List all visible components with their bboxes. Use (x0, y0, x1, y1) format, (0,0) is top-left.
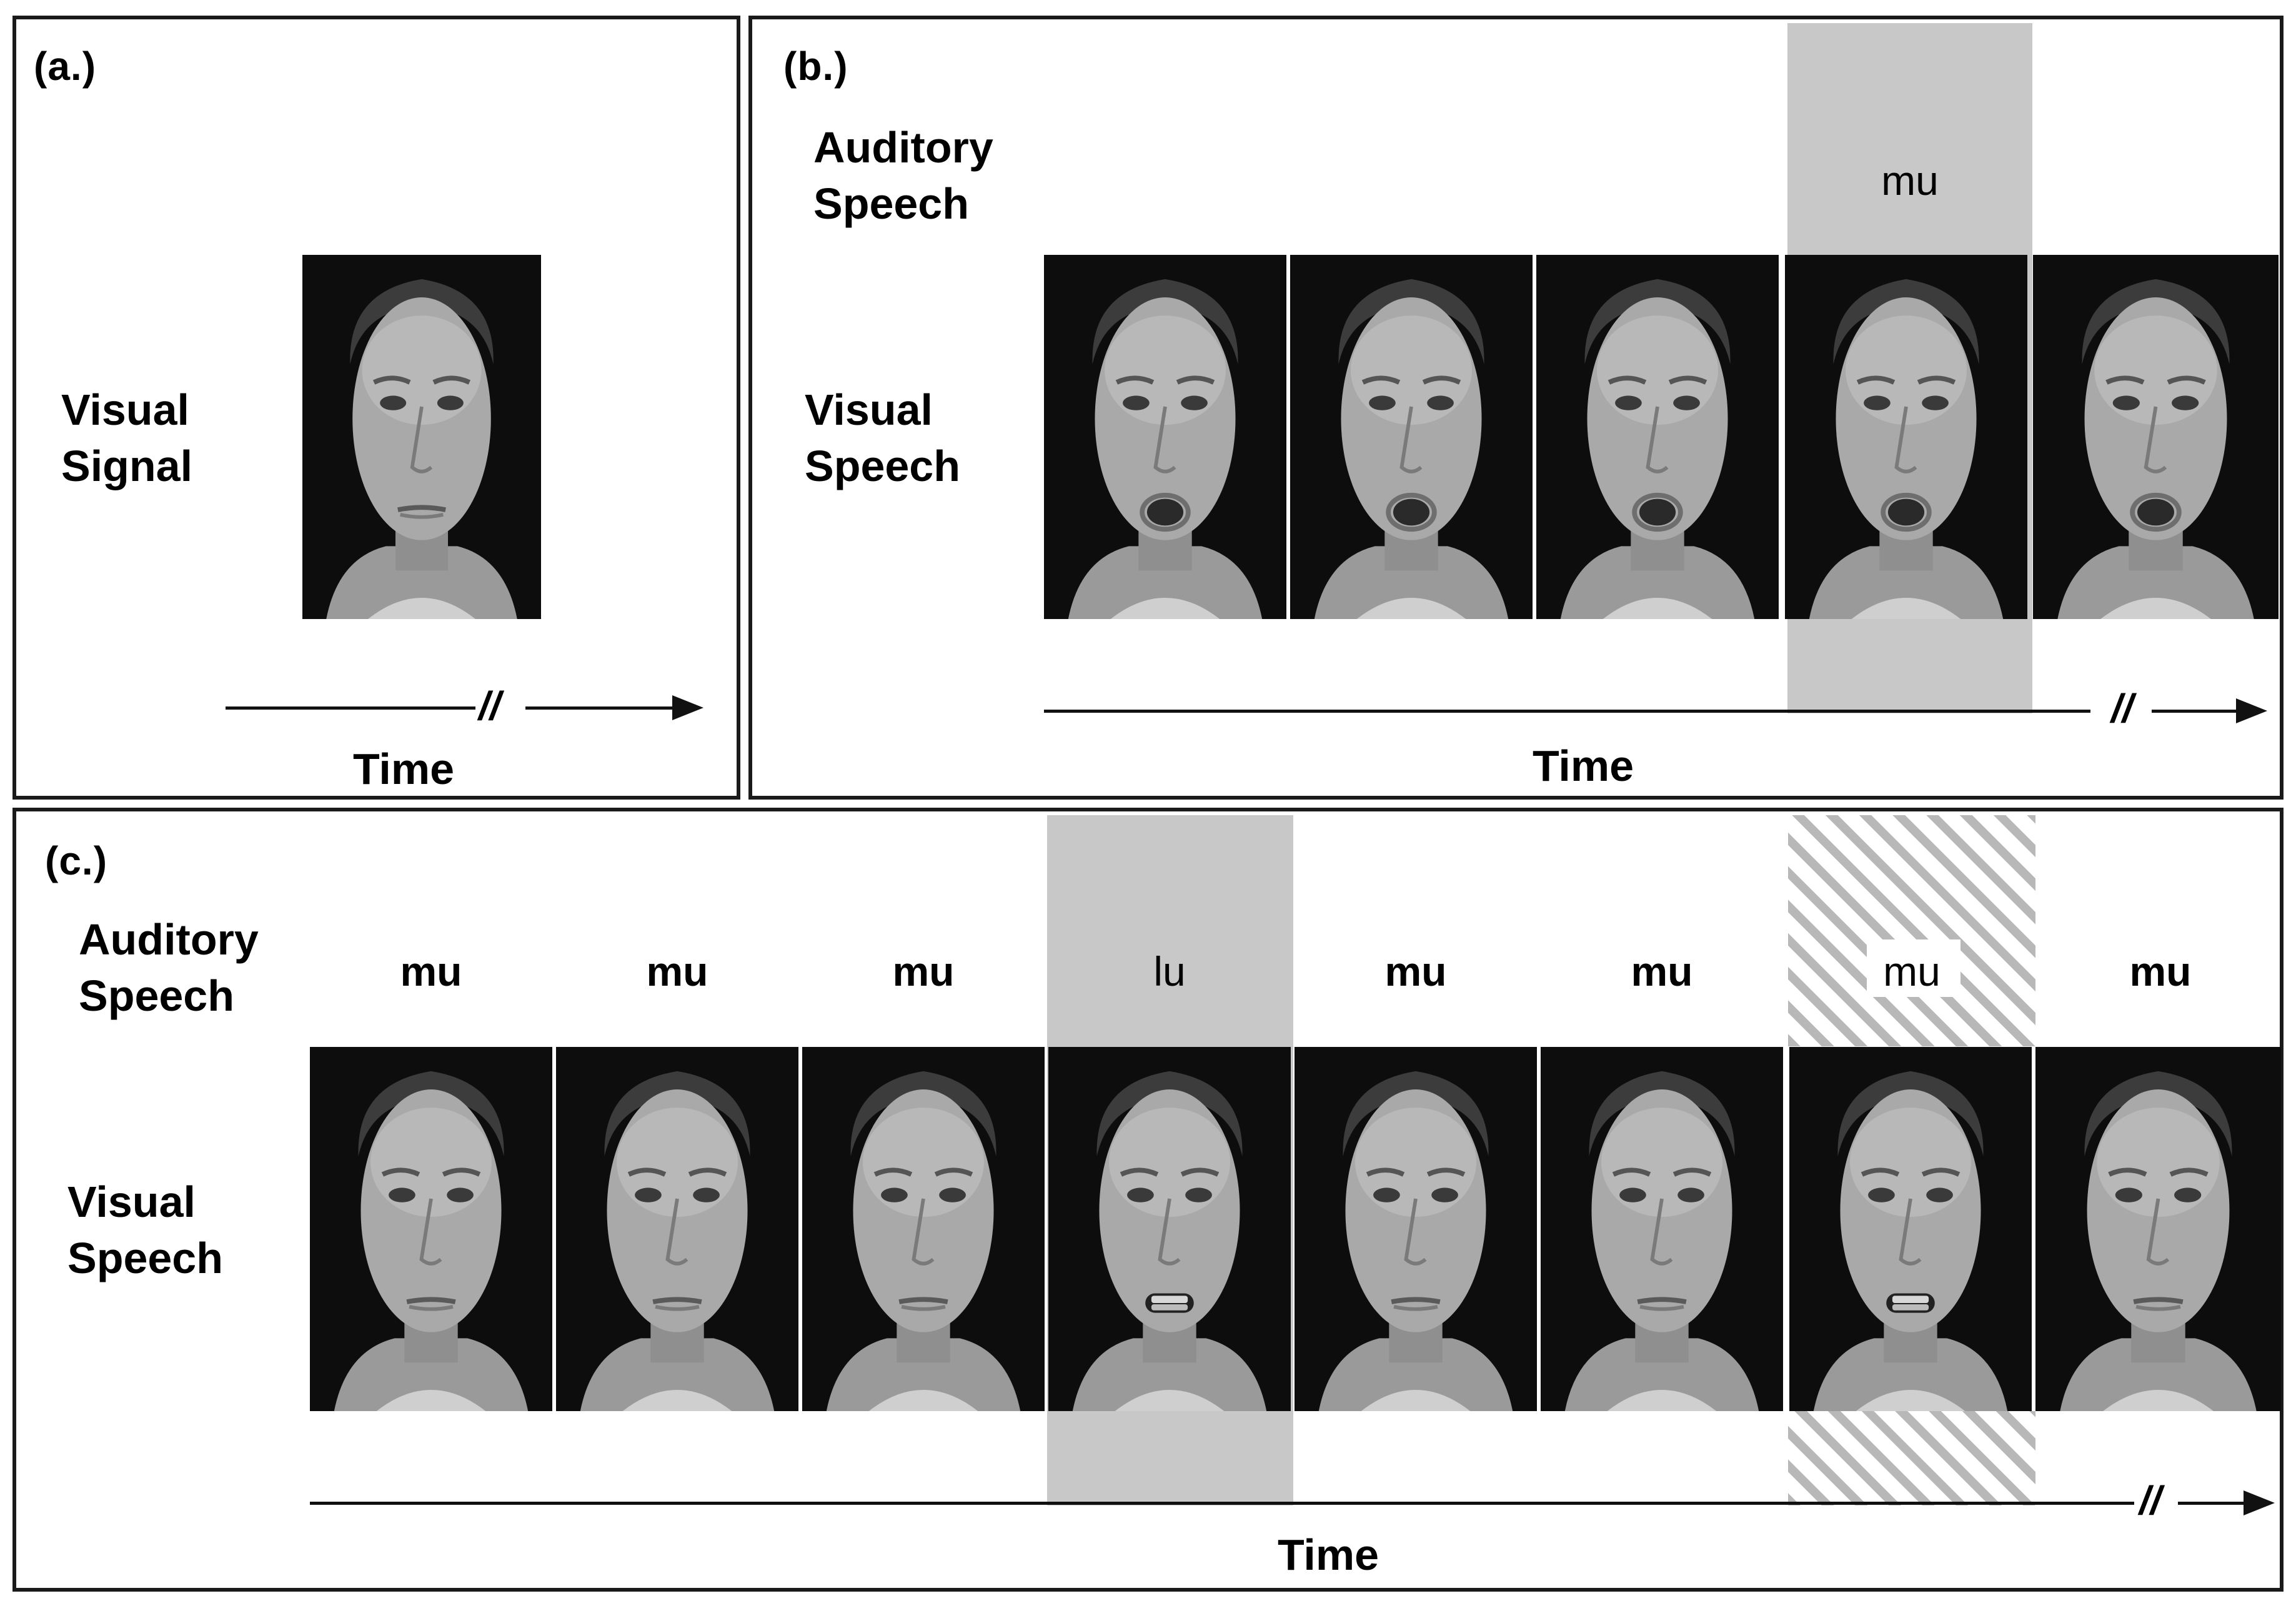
video-frame-c-7 (1789, 1047, 2032, 1411)
video-frame-c-5 (1295, 1047, 1537, 1411)
time-axis-line-left (226, 706, 475, 710)
time-axis-break-mark-c: // (2139, 1478, 2162, 1523)
hatched-band-top (1788, 815, 2035, 1046)
syllable-c-2: mu (646, 948, 708, 994)
time-axis-break-mark: // (479, 683, 501, 728)
time-axis-arrowhead (672, 695, 703, 720)
time-axis-arrowhead-c (2244, 1490, 2275, 1515)
panel-c: (c.) Auditory Speech Visual Speech mu mu… (12, 808, 2284, 1592)
panel-b: (b.) Auditory Speech Visual Speech mu //… (748, 16, 2284, 800)
video-frame-c-3 (802, 1047, 1045, 1411)
time-axis-line-b-right (2152, 710, 2239, 713)
syllable-c-5: mu (1384, 948, 1447, 994)
panel-b-label: (b.) (783, 44, 848, 89)
video-frame-b-3 (1536, 255, 1779, 619)
time-axis-line-c-right (2178, 1502, 2247, 1505)
syllable-c-8: mu (2129, 948, 2192, 994)
syllable-c-6: mu (1631, 948, 1693, 994)
syllable-c-4: lu (1153, 948, 1186, 994)
video-frame-c-8 (2035, 1047, 2281, 1411)
time-axis-line-b-left (1044, 710, 2090, 713)
time-axis-label-b: Time (1532, 741, 1634, 790)
time-axis-arrowhead-b (2236, 698, 2267, 723)
video-frame-b-2 (1290, 255, 1533, 619)
visual-signal-label: Visual Signal (61, 385, 193, 490)
video-frame-c-1 (310, 1047, 552, 1411)
static-face-frame (302, 255, 541, 619)
syllable-c-1: mu (400, 948, 462, 994)
panel-a: (a.) Visual Signal // Time (12, 16, 740, 800)
panel-c-label: (c.) (45, 838, 107, 883)
time-axis-label-c: Time (1277, 1530, 1379, 1579)
time-axis-line-c-left (310, 1502, 2134, 1505)
time-axis-label: Time (352, 745, 455, 793)
video-frame-c-4 (1048, 1047, 1291, 1411)
time-axis-break-mark-b: // (2111, 686, 2134, 731)
video-frame-b-5 (2033, 255, 2279, 619)
visual-speech-label: Visual Speech (805, 385, 960, 490)
syllable-c-3: mu (892, 948, 955, 994)
hatched-band-bottom (1788, 1411, 2035, 1505)
video-frame-b-1 (1044, 255, 1286, 619)
syllable-b-4: mu (1881, 157, 1939, 204)
video-frame-c-2 (556, 1047, 798, 1411)
auditory-speech-label: Auditory Speech (813, 123, 993, 228)
auditory-speech-label-c: Auditory Speech (79, 915, 259, 1020)
syllable-c-7: mu (1883, 948, 1941, 994)
visual-speech-label-c: Visual Speech (67, 1177, 223, 1282)
hatched-label-box (1867, 939, 1961, 997)
video-frame-c-6 (1541, 1047, 1783, 1411)
panel-a-label: (a.) (34, 44, 96, 89)
video-frame-b-4 (1785, 255, 2027, 619)
time-axis-line-right (525, 706, 675, 710)
